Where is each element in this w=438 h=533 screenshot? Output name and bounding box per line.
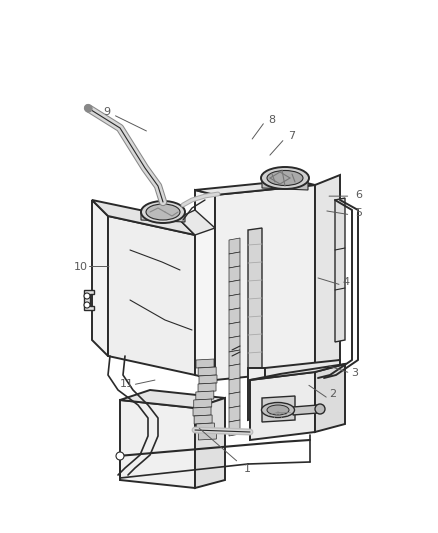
Polygon shape <box>229 252 240 268</box>
Polygon shape <box>84 290 94 310</box>
Polygon shape <box>198 383 216 392</box>
Circle shape <box>84 293 90 299</box>
Polygon shape <box>195 398 225 488</box>
Ellipse shape <box>141 201 185 223</box>
Polygon shape <box>229 378 240 394</box>
Polygon shape <box>215 185 315 380</box>
Polygon shape <box>315 364 345 432</box>
Polygon shape <box>198 431 216 440</box>
Polygon shape <box>92 200 195 235</box>
Polygon shape <box>293 405 318 415</box>
Polygon shape <box>229 238 240 254</box>
Polygon shape <box>229 420 240 436</box>
Polygon shape <box>250 372 315 440</box>
Polygon shape <box>265 360 340 416</box>
Polygon shape <box>178 210 215 235</box>
Circle shape <box>84 302 90 308</box>
Polygon shape <box>315 175 340 370</box>
Polygon shape <box>229 392 240 408</box>
Polygon shape <box>229 308 240 324</box>
Polygon shape <box>248 228 262 370</box>
Text: 6: 6 <box>356 190 363 199</box>
Polygon shape <box>229 336 240 352</box>
Polygon shape <box>196 391 214 400</box>
Polygon shape <box>250 364 345 380</box>
Polygon shape <box>229 350 240 366</box>
Polygon shape <box>194 415 212 424</box>
Text: 5: 5 <box>356 208 363 218</box>
Text: 10: 10 <box>74 262 88 271</box>
Polygon shape <box>262 178 308 190</box>
Polygon shape <box>229 280 240 296</box>
Polygon shape <box>195 190 215 380</box>
Polygon shape <box>198 367 216 376</box>
Polygon shape <box>196 359 214 368</box>
Polygon shape <box>335 198 345 342</box>
Text: 9: 9 <box>104 107 111 117</box>
Polygon shape <box>262 396 295 422</box>
Polygon shape <box>229 322 240 338</box>
Polygon shape <box>196 423 214 432</box>
Ellipse shape <box>261 167 309 189</box>
Polygon shape <box>229 364 240 380</box>
Ellipse shape <box>267 405 289 415</box>
Text: 8: 8 <box>268 115 275 125</box>
Ellipse shape <box>261 402 294 417</box>
Polygon shape <box>229 406 240 422</box>
Text: 7: 7 <box>288 131 295 141</box>
Text: 1: 1 <box>244 464 251 474</box>
Polygon shape <box>199 375 217 384</box>
Polygon shape <box>194 399 212 408</box>
Polygon shape <box>141 212 185 222</box>
Ellipse shape <box>146 204 180 220</box>
Polygon shape <box>229 294 240 310</box>
Polygon shape <box>120 390 225 408</box>
Text: 2: 2 <box>329 390 336 399</box>
Text: 4: 4 <box>343 278 350 287</box>
Circle shape <box>116 452 124 460</box>
Polygon shape <box>120 400 195 488</box>
Polygon shape <box>248 368 265 420</box>
Ellipse shape <box>267 171 303 185</box>
Polygon shape <box>193 407 211 416</box>
Text: 11: 11 <box>120 379 134 389</box>
Text: 3: 3 <box>351 368 358 378</box>
Ellipse shape <box>315 404 325 414</box>
Polygon shape <box>108 216 195 375</box>
Polygon shape <box>92 200 108 356</box>
Polygon shape <box>195 180 315 195</box>
Polygon shape <box>229 266 240 282</box>
